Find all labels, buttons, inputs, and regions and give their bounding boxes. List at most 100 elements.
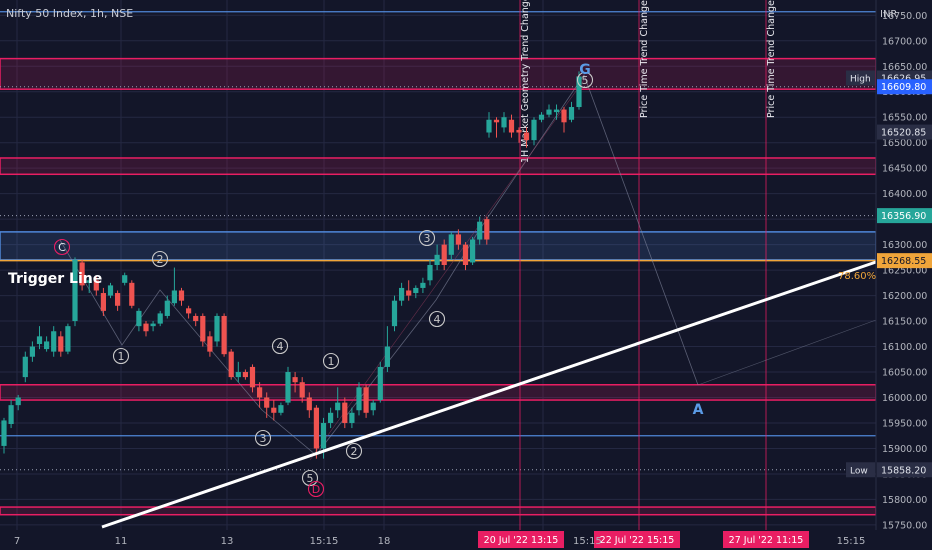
wave-label-circle	[151, 250, 169, 268]
candle-body	[501, 117, 507, 128]
candle-body	[143, 323, 149, 332]
chart-title: Nifty 50 Index, 1h, NSE	[6, 7, 133, 20]
x-tick-label: 18	[378, 536, 391, 547]
vertical-marker-label: Price Time Trend Change	[639, 0, 650, 118]
candle-body	[441, 244, 447, 265]
candle-body	[531, 119, 537, 141]
wave-label: 3	[260, 432, 267, 445]
side-label: Low	[850, 466, 868, 476]
price-tag	[877, 124, 932, 140]
vertical-markers: 1H Market Geometry Trend Change Price Tim…	[519, 0, 777, 530]
candle-body	[207, 336, 213, 352]
candle-body	[193, 315, 199, 322]
currency-label: INR	[880, 9, 897, 20]
price-tag	[877, 208, 932, 224]
candle-body	[356, 387, 362, 411]
fib-label: 78.60%	[838, 271, 876, 282]
candle-body	[349, 412, 355, 423]
trigger-trendline	[101, 260, 877, 529]
candle-body	[399, 287, 405, 301]
candle-body	[384, 346, 390, 367]
y-tick-label: 16750.00	[882, 11, 927, 22]
candle-body	[508, 119, 515, 133]
candle-body	[538, 114, 545, 120]
candle-body	[413, 287, 419, 294]
y-tick-label: 16150.00	[882, 317, 927, 328]
candle-body	[1, 420, 7, 446]
zone	[0, 384, 877, 401]
candle-body	[553, 109, 560, 113]
candle-body	[477, 221, 483, 240]
candle-body	[221, 315, 227, 355]
candle-body	[406, 290, 412, 296]
y-tick-label: 16550.00	[882, 113, 927, 124]
candle-body	[285, 372, 291, 403]
wave-label-circle	[301, 469, 319, 487]
x-highlight-bg	[594, 531, 680, 548]
candle-body	[93, 280, 99, 291]
swing-path	[697, 319, 877, 386]
wave-label: C	[58, 241, 66, 254]
candles	[1, 71, 582, 459]
time-axis: 7 11 13 15:15 18 15:15 20 Jul '22 13:15 22 Jul …	[0, 530, 932, 550]
wave-label-circle	[53, 238, 71, 256]
candle-body	[335, 402, 341, 411]
wave-label: G	[579, 62, 591, 78]
y-tick-label: 16400.00	[882, 189, 927, 200]
x-highlight-bg	[723, 531, 809, 548]
x-highlight-label: 20 Jul '22 13:15	[484, 535, 559, 546]
candle-body	[561, 109, 567, 123]
candle-body	[257, 387, 263, 398]
candle-body	[157, 313, 163, 324]
candle-body	[462, 244, 469, 265]
x-highlight-label: 27 Jul '22 11:15	[729, 535, 804, 546]
price-tag	[877, 253, 932, 269]
x-tick-label: 11	[115, 536, 128, 547]
x-highlight-bg	[478, 531, 564, 548]
trigger-line[interactable]	[101, 260, 877, 529]
candle-body	[79, 262, 85, 286]
candle-body	[15, 397, 21, 406]
candle-body	[391, 300, 398, 327]
y-tick-label: 16300.00	[882, 240, 927, 251]
candle-body	[178, 290, 185, 301]
candle-body	[72, 259, 78, 322]
candle-body	[136, 310, 142, 327]
candle-body	[100, 293, 106, 311]
candle-body	[242, 372, 248, 378]
wave-label: 1	[328, 355, 335, 368]
wave-label: A	[693, 402, 704, 418]
candle-body	[377, 366, 383, 401]
candle-body	[29, 346, 35, 357]
candle-body	[107, 285, 114, 296]
wave-label: 2	[351, 445, 358, 458]
candle-body	[448, 234, 454, 255]
candle-body	[516, 129, 522, 133]
time-axis-bg	[0, 530, 932, 550]
wave-label-circle	[345, 442, 363, 460]
candle-body	[115, 293, 121, 306]
candle-body	[44, 341, 50, 350]
y-tick-label: 16050.00	[882, 368, 927, 379]
zone	[0, 157, 877, 176]
candle-body	[249, 366, 256, 388]
price-tag-label: 16626.95	[881, 73, 926, 84]
wave-label-circle	[307, 480, 325, 498]
wave-label: 5	[307, 472, 314, 485]
y-tick-label: 15800.00	[882, 495, 927, 506]
y-tick-label: 15950.00	[882, 418, 927, 429]
candle-body	[363, 387, 369, 413]
candle-body	[313, 407, 319, 449]
candle-body	[576, 76, 582, 108]
candle-body	[328, 412, 334, 423]
wave-label-circle	[271, 337, 289, 355]
price-tag	[877, 79, 932, 95]
candle-body	[320, 422, 327, 449]
y-tick-label: 15900.00	[882, 444, 927, 455]
candle-body	[278, 405, 284, 413]
wave-label: D	[312, 483, 320, 496]
side-label: High	[850, 74, 871, 84]
wave-label: 4	[434, 313, 441, 326]
